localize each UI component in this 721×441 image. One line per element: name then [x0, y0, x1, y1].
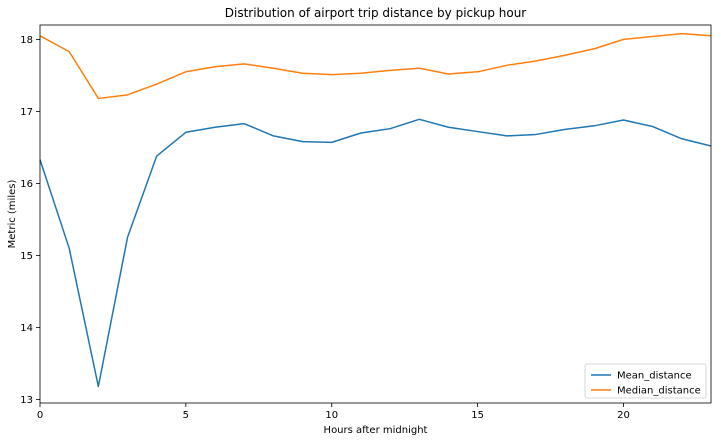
x-tick-label: 0 — [37, 410, 43, 421]
y-tick-label: 13 — [20, 395, 33, 406]
x-tick-label: 15 — [471, 410, 484, 421]
y-axis-label: Metric (miles) — [7, 180, 18, 249]
series-line-mean-distance — [39, 118, 712, 388]
y-tick-label: 15 — [20, 251, 33, 262]
legend: Mean_distance Median_distance — [584, 363, 707, 399]
y-tick-label: 16 — [20, 179, 33, 190]
y-tick-label: 14 — [20, 323, 33, 334]
x-tick-label: 20 — [617, 410, 630, 421]
x-tick-label: 5 — [183, 410, 189, 421]
plot-frame — [39, 24, 712, 404]
legend-box — [584, 363, 707, 399]
series-line-median-distance — [39, 32, 712, 100]
chart-title: Distribution of airport trip distance by… — [225, 6, 527, 20]
x-tick-label: 10 — [325, 410, 338, 421]
y-tick-label: 17 — [20, 107, 33, 118]
legend-label: Mean_distance — [617, 371, 692, 382]
x-axis-label: Hours after midnight — [324, 425, 428, 436]
y-tick-label: 18 — [20, 35, 33, 46]
legend-label: Median_distance — [617, 386, 701, 397]
